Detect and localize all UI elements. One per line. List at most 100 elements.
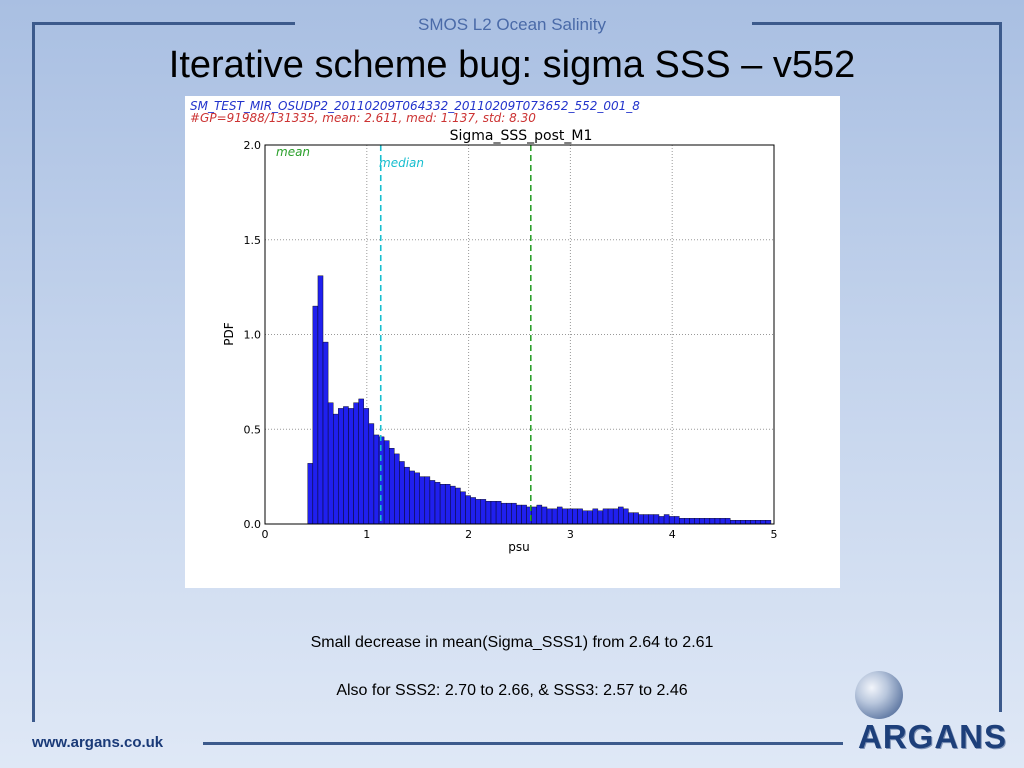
histogram-bar: [760, 520, 767, 525]
histogram-bar: [333, 413, 339, 525]
histogram-bar: [653, 514, 660, 525]
histogram-bar: [516, 504, 522, 525]
histogram-bar: [745, 520, 751, 525]
histogram-bar: [511, 502, 517, 525]
histogram-bar: [694, 518, 700, 525]
reference-lines: [379, 145, 532, 524]
histogram-bar: [668, 516, 675, 525]
footer-link[interactable]: www.argans.co.uk: [32, 734, 164, 751]
y-tick-label: 2.0: [244, 139, 262, 152]
histogram-bar: [394, 453, 400, 525]
histogram-bar: [419, 476, 426, 525]
histogram-bar: [689, 518, 695, 525]
histogram-bar: [465, 495, 471, 525]
histogram-bar: [612, 508, 619, 525]
histogram-bar: [414, 472, 420, 525]
histogram-bar: [460, 491, 466, 525]
histogram-bar: [495, 501, 502, 525]
histogram-bar: [684, 518, 690, 525]
histogram-bar: [592, 508, 599, 525]
histogram-bar: [541, 506, 548, 525]
histogram-bar: [343, 406, 349, 525]
histogram-bar: [490, 501, 497, 525]
histogram-bar: [704, 518, 711, 525]
plot-frame: [264, 144, 775, 525]
frame-top-left: [32, 22, 295, 25]
histogram-bar: [551, 508, 558, 525]
histogram-bar: [383, 440, 390, 525]
y-tick-label: 1.5: [244, 234, 262, 247]
company-logo: ARGANS: [858, 718, 1008, 755]
y-axis-label: PDF: [222, 322, 236, 345]
histogram-bar: [470, 497, 476, 525]
histogram-bar: [755, 520, 761, 525]
histogram-bar: [388, 448, 395, 525]
histogram-bar: [679, 518, 685, 525]
histogram-bar: [475, 499, 482, 525]
slide-title: Iterative scheme bug: sigma SSS – v552: [168, 44, 856, 86]
histogram-bar: [643, 514, 649, 525]
histogram-bar: [307, 463, 314, 525]
histogram-bar: [312, 305, 319, 525]
histogram-bar: [577, 508, 583, 525]
y-tick-label: 1.0: [244, 329, 262, 342]
histogram-bar: [424, 476, 431, 525]
note-line-1: Small decrease in mean(Sigma_SSS1) from …: [310, 634, 714, 651]
histogram-bar: [404, 466, 410, 525]
histogram-bar: [338, 408, 344, 525]
histogram-bar: [607, 508, 614, 525]
tick-labels: 0 1 2 3 4 5 0.0 0.5 1.0 1.5 2.0: [244, 139, 778, 541]
globe-icon: [855, 671, 903, 719]
x-tick-label: 5: [771, 528, 778, 541]
histogram-bar: [562, 508, 568, 525]
slide-header: SMOS L2 Ocean Salinity: [417, 15, 607, 34]
y-tick-label: 0.5: [244, 423, 262, 436]
frame-right: [999, 22, 1002, 712]
x-tick-label: 3: [567, 528, 574, 541]
histogram-bar: [363, 408, 370, 525]
annotation-stats: #GP=91988/131335, mean: 2.611, med: 1.13…: [190, 111, 536, 125]
histogram-bar: [373, 434, 380, 525]
histogram-bars: [307, 275, 772, 525]
histogram-bar: [450, 485, 456, 525]
histogram-bar: [368, 423, 375, 525]
histogram-bar: [439, 484, 446, 525]
legend-median: median: [379, 156, 424, 170]
histogram-bar: [378, 436, 385, 525]
histogram-bar: [536, 504, 543, 525]
histogram-bar: [597, 510, 604, 525]
histogram-bar: [602, 508, 609, 525]
histogram-bar: [506, 502, 512, 525]
histogram-bar: [740, 520, 746, 525]
annotation-file: SM_TEST_MIR_OSUDP2_20110209T064332_20110…: [190, 99, 640, 113]
histogram-bar: [409, 470, 415, 525]
histogram-bar: [724, 518, 731, 525]
histogram-bar: [699, 518, 705, 525]
histogram-bar: [429, 480, 436, 525]
histogram-bar: [648, 514, 655, 525]
histogram-bar: [658, 516, 665, 525]
histogram-bar: [628, 512, 634, 525]
histogram-bar: [556, 506, 563, 525]
histogram-bar: [674, 516, 680, 525]
histogram-bar: [572, 508, 578, 525]
histogram-bar: [546, 508, 553, 525]
histogram-bar: [587, 510, 593, 525]
histogram-bar: [399, 461, 405, 525]
histogram-bar: [531, 506, 538, 525]
frame-left: [32, 22, 35, 722]
histogram-bar: [735, 520, 741, 525]
histogram-chart: SM_TEST_MIR_OSUDP2_20110209T064332_20110…: [190, 99, 778, 554]
histogram-bar: [444, 484, 451, 525]
histogram-bar: [317, 275, 324, 525]
histogram-bar: [322, 341, 329, 525]
histogram-bar: [618, 506, 624, 525]
histogram-bar: [623, 508, 629, 525]
histogram-bar: [485, 501, 492, 525]
histogram-bar: [582, 510, 588, 525]
x-tick-label: 2: [465, 528, 472, 541]
histogram-bar: [719, 518, 726, 525]
histogram-bar: [765, 520, 772, 525]
legend-mean: mean: [276, 145, 310, 159]
histogram-bar: [638, 514, 644, 525]
